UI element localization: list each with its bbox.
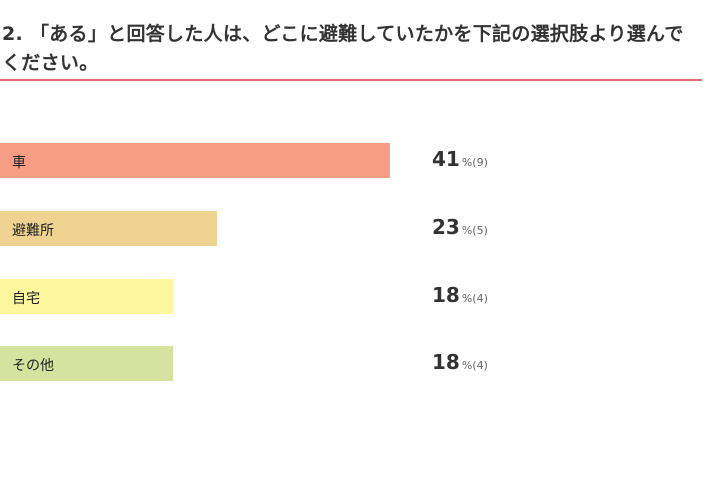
percent-count: %(9) xyxy=(461,156,488,169)
percent-count: %(4) xyxy=(461,359,488,372)
bar-label-car: 車 xyxy=(12,155,26,171)
percent-value: 23 xyxy=(432,215,460,239)
bar-other xyxy=(0,346,173,381)
percent-count: %(4) xyxy=(461,292,488,305)
value-shelter: 23 %(5) xyxy=(432,215,488,239)
chart-row-other: その他 18 %(4) xyxy=(0,346,710,381)
bar-label-other: その他 xyxy=(12,358,54,374)
bar-shelter xyxy=(0,211,217,246)
value-other: 18 %(4) xyxy=(432,350,488,374)
chart-row-home: 自宅 18 %(4) xyxy=(0,279,710,314)
percent-value: 18 xyxy=(432,283,460,307)
percent-count: %(5) xyxy=(461,224,488,237)
percent-value: 41 xyxy=(432,147,460,171)
value-car: 41 %(9) xyxy=(432,147,488,171)
bar-car xyxy=(0,143,390,178)
percent-value: 18 xyxy=(432,350,460,374)
value-home: 18 %(4) xyxy=(432,283,488,307)
chart-row-shelter: 避難所 23 %(5) xyxy=(0,211,710,246)
bar-home xyxy=(0,279,173,314)
question-title: 2. 「ある」と回答した人は、どこに避難していたかを下記の選択肢より選んでくださ… xyxy=(2,23,684,74)
bar-label-home: 自宅 xyxy=(12,291,40,307)
bar-label-shelter: 避難所 xyxy=(12,223,54,239)
title-underline xyxy=(0,79,702,81)
chart-row-car: 車 41 %(9) xyxy=(0,143,710,178)
